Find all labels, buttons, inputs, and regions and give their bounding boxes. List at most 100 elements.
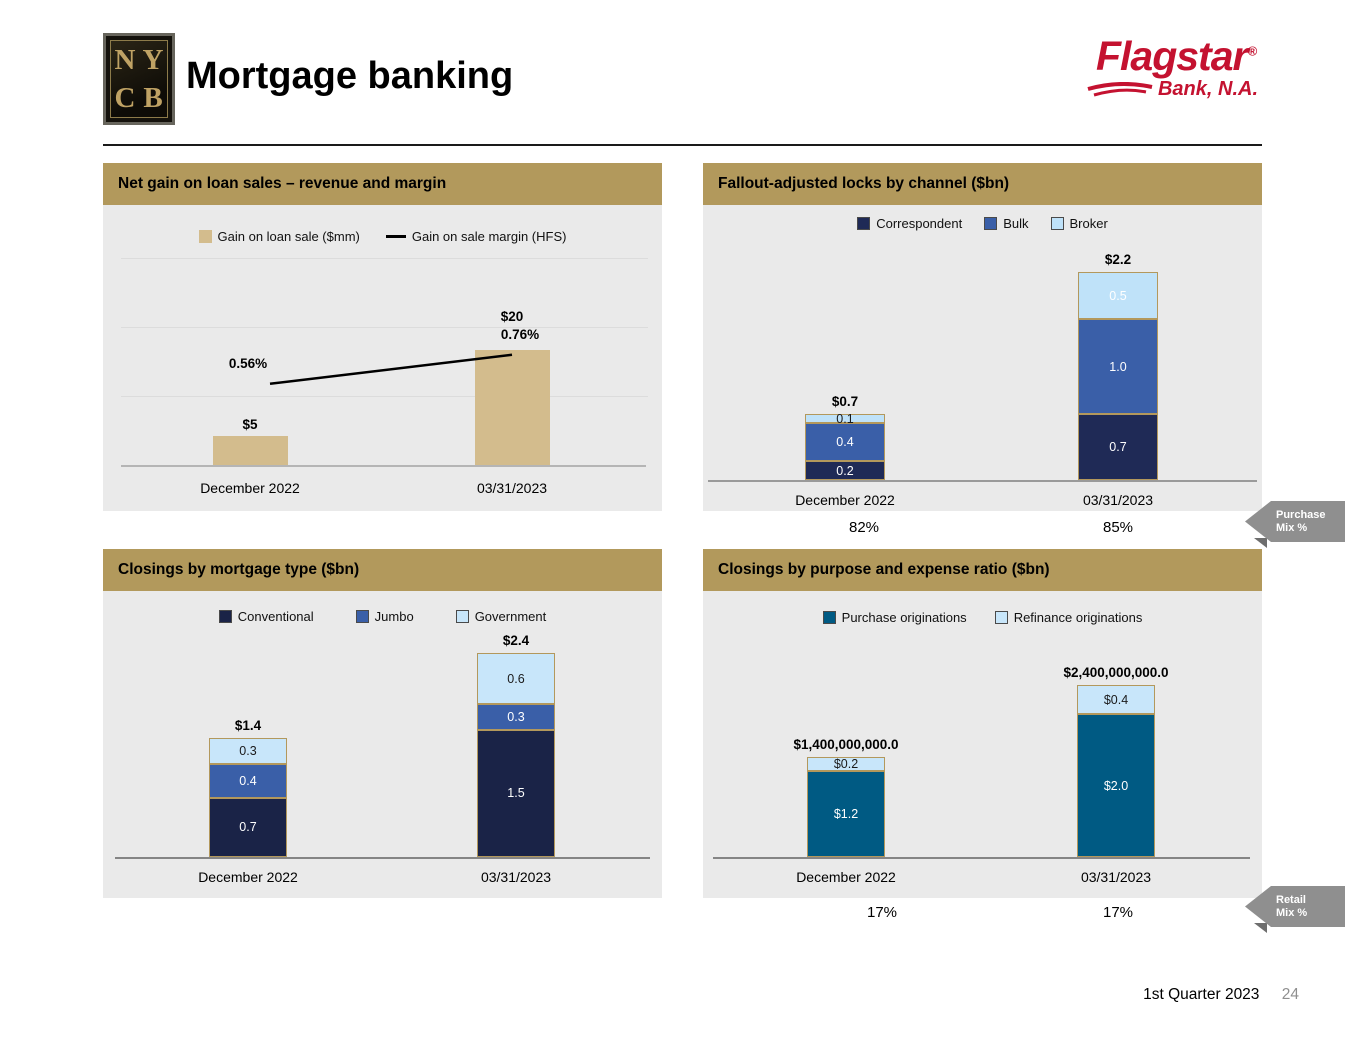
nycb-logo: N Y C B — [103, 33, 175, 125]
legend-label: Jumbo — [374, 609, 414, 624]
ribbon-fold — [1254, 923, 1267, 933]
registered-mark: ® — [1247, 43, 1257, 59]
line-legend-marker-icon — [385, 235, 406, 238]
bar-segment-government: 0.6 — [477, 653, 555, 704]
page-title: Mortgage banking — [186, 55, 514, 97]
square-legend-marker-icon — [984, 217, 998, 230]
category-label: December 2022 — [796, 869, 896, 885]
legend-item-conventional: Conventional — [218, 609, 314, 624]
bar-value-label: 0.5 — [1109, 288, 1127, 303]
bar-value-label: 1.5 — [507, 786, 525, 801]
bar-value-label: 0.6 — [507, 671, 525, 686]
legend-item-bulk: Bulk — [984, 216, 1029, 231]
net-gain-chart: Gain on loan sale ($mm) Gain on sale marg… — [103, 205, 662, 511]
category-label: December 2022 — [795, 492, 895, 508]
flagstar-wordmark: Flagstar® — [1086, 36, 1266, 77]
legend-item-gain-on-loan-sale-mm: Gain on loan sale ($mm) — [198, 229, 360, 244]
square-legend-marker-icon — [218, 610, 232, 623]
category-label: December 2022 — [198, 869, 298, 885]
bar-value-label: 0.4 — [239, 773, 257, 788]
legend-item-purchase-originations: Purchase originations — [822, 610, 967, 625]
left-arrow-ribbon-icon: Purchase Mix % — [1245, 501, 1345, 542]
locks-legend: Correspondent Bulk Broker — [703, 216, 1262, 231]
nycb-logo-letters: N Y C B — [110, 40, 168, 118]
header-divider — [103, 144, 1262, 146]
locks-plot: December 2022 03/31/2023 0.2 0.4 0.1 $0.7 0.7 1… — [703, 205, 1262, 511]
bar-segment-broker: 0.5 — [1078, 272, 1158, 320]
x-axis — [708, 480, 1257, 482]
panel-fallout-adjusted-locks: Fallout-adjusted locks by channel ($bn) … — [703, 163, 1262, 511]
page-number: 24 — [1281, 986, 1299, 1003]
bar-total-label: $2,400,000,000.0 — [1063, 665, 1169, 681]
retail-mix-mar-2023: 17% — [1102, 904, 1134, 921]
mortgage-type-plot: December 2022 03/31/2023 0.7 0.4 0.3 $1.4 1.5 0… — [103, 591, 662, 898]
panel-closings-by-mortgage-type: Closings by mortgage type ($bn) Conventi… — [103, 549, 662, 898]
gain-on-sale-bar — [474, 350, 550, 465]
retail-mix-arrow-label: Mix % — [1276, 906, 1308, 919]
x-axis — [121, 465, 646, 467]
bar-value-label: 1.0 — [1109, 359, 1127, 374]
purchase-mix-arrow: Purchase Mix % — [1245, 501, 1345, 549]
bar-segment-correspondent: 0.2 — [805, 461, 885, 480]
net-gain-plot: December 2022 03/31/2023 $5 $20 0.56% 0.76% — [103, 205, 662, 511]
margin-value-label: 0.76% — [500, 326, 540, 342]
legend-item-gain-on-sale-margin-hfs: Gain on sale margin (HFS) — [385, 229, 567, 244]
square-legend-marker-icon — [857, 217, 871, 230]
panel-title-net-gain: Net gain on loan sales – revenue and mar… — [103, 163, 662, 205]
purchase-mix-values: 82% 85% — [703, 519, 1262, 539]
legend-item-broker: Broker — [1050, 216, 1108, 231]
flagstar-name: Flagstar — [1095, 33, 1248, 79]
purpose-chart: Purchase originations Refinance originati… — [703, 591, 1262, 898]
bar-segment-bulk: 1.0 — [1078, 319, 1158, 414]
bar-value-label: 0.1 — [836, 411, 854, 426]
left-arrow-ribbon-icon: Retail Mix % — [1245, 886, 1345, 927]
legend-item-correspondent: Correspondent — [857, 216, 962, 231]
bar-total-label: $2.4 — [502, 633, 530, 648]
bar-segment-conventional: 1.5 — [477, 729, 555, 857]
gridline — [121, 258, 648, 259]
purchase-mix-dec-2022: 82% — [848, 519, 880, 536]
nycb-letter: Y — [142, 43, 164, 76]
purchase-mix-arrow-label: Purchase — [1276, 508, 1326, 521]
bar-value-label: $5 — [242, 417, 258, 433]
retail-mix-arrow-label: Retail — [1276, 893, 1306, 906]
gridline — [121, 327, 648, 328]
legend-item-refinance-originations: Refinance originations — [994, 610, 1143, 625]
legend-item-government: Government — [455, 609, 547, 624]
bar-value-label: 0.4 — [836, 435, 854, 450]
purchase-mix-arrow-label: Mix % — [1276, 521, 1308, 534]
square-legend-marker-icon — [198, 230, 212, 243]
square-legend-marker-icon — [355, 610, 369, 623]
bar-value-label: 0.7 — [239, 820, 257, 835]
mortgage-type-legend: Conventional Jumbo Government — [103, 609, 662, 624]
flagstar-swoosh-icon — [1087, 81, 1153, 96]
square-legend-marker-icon — [455, 610, 469, 623]
legend-label: Purchase originations — [841, 610, 967, 625]
square-legend-marker-icon — [822, 611, 836, 624]
bar-total-label: $2.2 — [1104, 252, 1132, 268]
footer-quarter: 1st Quarter 2023 — [1143, 986, 1260, 1003]
nycb-letter: N — [114, 43, 136, 76]
panel-title-locks: Fallout-adjusted locks by channel ($bn) — [703, 163, 1262, 205]
panel-title-purpose: Closings by purpose and expense ratio ($… — [703, 549, 1262, 591]
legend-label: Government — [474, 609, 547, 624]
category-label: 03/31/2023 — [1080, 869, 1152, 885]
gain-on-sale-bar — [212, 436, 288, 465]
panel-title-mortgage-type: Closings by mortgage type ($bn) — [103, 549, 662, 591]
purpose-legend: Purchase originations Refinance originati… — [703, 610, 1262, 625]
purpose-plot: December 2022 03/31/2023 $1.2 $0.2 $1,400,00… — [703, 591, 1262, 898]
retail-mix-values: 17% 17% — [703, 904, 1262, 924]
bar-segment-bulk: 0.4 — [805, 423, 885, 462]
bar-segment-refinance-originations: $0.4 — [1077, 685, 1155, 714]
legend-label: Gain on sale margin (HFS) — [411, 229, 567, 244]
legend-label: Bulk — [1003, 216, 1029, 231]
bar-segment-correspondent: 0.7 — [1078, 413, 1158, 480]
bar-value-label: $1.2 — [833, 807, 859, 822]
flagstar-bank-na: Bank, N.A. — [1157, 78, 1259, 100]
bar-value-label: $0.4 — [1103, 692, 1129, 707]
bar-total-label: $1.4 — [234, 718, 262, 733]
x-axis — [115, 857, 650, 859]
legend-label: Refinance originations — [1013, 610, 1143, 625]
legend-label: Gain on loan sale ($mm) — [217, 229, 360, 244]
nycb-letter: B — [143, 81, 163, 114]
